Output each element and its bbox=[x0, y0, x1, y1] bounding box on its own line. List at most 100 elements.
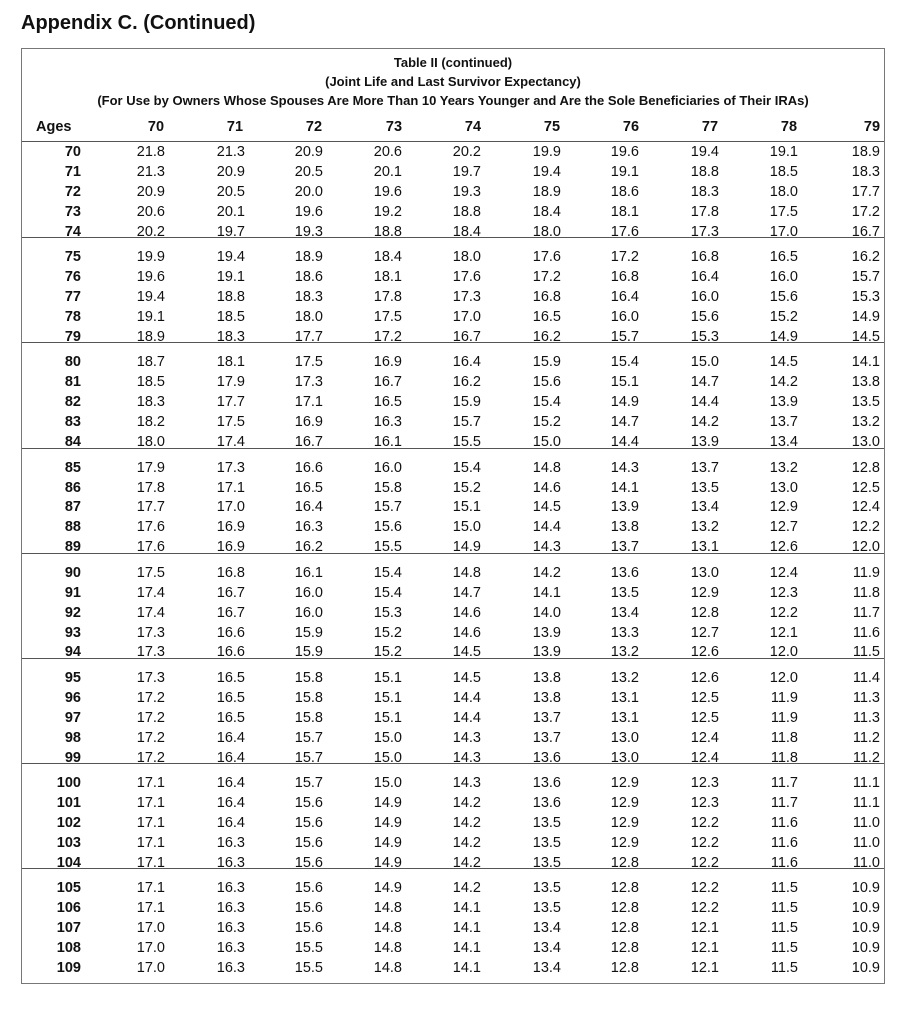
table-cell: 20.2 bbox=[136, 223, 165, 240]
table-cell: 15.6 bbox=[294, 795, 323, 812]
table-cell: 15.1 bbox=[373, 709, 402, 726]
row-age: 77 bbox=[64, 289, 81, 305]
table-cell: 16.9 bbox=[294, 414, 323, 431]
table-cell: 20.9 bbox=[216, 163, 245, 180]
table-cell: 20.9 bbox=[294, 144, 323, 160]
table-cell: 10.9 bbox=[851, 900, 880, 917]
table-cell: 21.3 bbox=[136, 163, 165, 180]
table-cell: 14.6 bbox=[452, 604, 481, 621]
table-cell: 14.8 bbox=[452, 564, 481, 581]
table-cell: 15.0 bbox=[690, 354, 719, 371]
table-cell: 17.2 bbox=[136, 749, 165, 766]
table-cell: 14.9 bbox=[373, 834, 402, 851]
table-cell: 11.0 bbox=[852, 854, 880, 871]
table-cell: 16.3 bbox=[294, 519, 323, 536]
table-cell: 14.8 bbox=[373, 920, 402, 937]
table-cell: 14.4 bbox=[452, 689, 481, 706]
table-cell: 17.1 bbox=[216, 479, 245, 496]
table-cell: 16.3 bbox=[216, 920, 245, 937]
table-cell: 16.0 bbox=[690, 289, 719, 305]
table-cell: 15.0 bbox=[373, 729, 402, 746]
table-cell: 17.7 bbox=[216, 394, 245, 411]
table-cell: 14.9 bbox=[373, 815, 402, 831]
table-cell: 14.9 bbox=[452, 539, 481, 556]
column-header: 76 bbox=[622, 119, 640, 135]
table-cell: 12.9 bbox=[610, 815, 639, 831]
table-cell: 18.0 bbox=[769, 183, 798, 200]
table-cell: 13.8 bbox=[610, 519, 639, 536]
table-cell: 13.2 bbox=[610, 670, 639, 686]
table-cell: 16.3 bbox=[216, 854, 245, 871]
table-cell: 16.5 bbox=[769, 249, 798, 266]
table-cell: 16.1 bbox=[294, 564, 323, 581]
table-cell: 14.7 bbox=[690, 374, 719, 391]
table-caption: (Joint Life and Last Survivor Expectancy… bbox=[325, 74, 581, 89]
row-age: 79 bbox=[64, 328, 81, 345]
table-cell: 19.9 bbox=[532, 144, 561, 160]
table-cell: 10.9 bbox=[851, 880, 880, 897]
table-cell: 18.4 bbox=[532, 203, 561, 220]
table-cell: 16.4 bbox=[216, 749, 245, 766]
table-cell: 11.5 bbox=[852, 644, 880, 661]
table-cell: 17.1 bbox=[136, 854, 165, 871]
table-cell: 18.9 bbox=[294, 249, 323, 266]
row-age: 80 bbox=[64, 354, 81, 371]
table-cell: 20.1 bbox=[216, 203, 245, 220]
table-cell: 15.6 bbox=[294, 900, 323, 917]
group-rule bbox=[22, 342, 884, 344]
table-cell: 18.6 bbox=[610, 183, 639, 200]
table-cell: 15.0 bbox=[452, 519, 481, 536]
table-cell: 12.1 bbox=[690, 920, 719, 937]
table-cell: 18.1 bbox=[610, 203, 639, 220]
table-cell: 13.2 bbox=[690, 519, 719, 536]
table-cell: 18.8 bbox=[690, 163, 719, 180]
table-cell: 11.8 bbox=[770, 729, 798, 746]
table-cell: 12.7 bbox=[690, 624, 719, 641]
row-age: 96 bbox=[64, 689, 81, 706]
table-cell: 16.3 bbox=[216, 940, 245, 957]
table-cell: 16.4 bbox=[452, 354, 481, 371]
table-cell: 15.7 bbox=[610, 328, 639, 345]
table-cell: 11.3 bbox=[852, 689, 880, 706]
table-cell: 17.6 bbox=[532, 249, 561, 266]
table-cell: 15.2 bbox=[452, 479, 481, 496]
table-cell: 20.5 bbox=[294, 163, 323, 180]
table-cell: 15.4 bbox=[610, 354, 639, 371]
table-cell: 18.5 bbox=[136, 374, 165, 391]
table-cell: 12.0 bbox=[769, 670, 798, 686]
table-cell: 13.8 bbox=[532, 689, 561, 706]
table-cell: 12.7 bbox=[769, 519, 798, 536]
table-cell: 12.9 bbox=[769, 499, 798, 516]
table-cell: 19.1 bbox=[610, 163, 639, 180]
table-cell: 14.1 bbox=[851, 354, 880, 371]
table-cell: 15.7 bbox=[851, 269, 880, 286]
table-cell: 21.3 bbox=[216, 144, 245, 160]
table-cell: 17.2 bbox=[610, 249, 639, 266]
table-cell: 14.7 bbox=[452, 584, 481, 601]
table-cell: 16.1 bbox=[373, 434, 402, 450]
table-cell: 11.6 bbox=[852, 624, 880, 641]
table-cell: 12.3 bbox=[690, 795, 719, 812]
table-cell: 16.3 bbox=[373, 414, 402, 431]
table-cell: 17.3 bbox=[136, 624, 165, 641]
table-cell: 13.8 bbox=[851, 374, 880, 391]
table-cell: 12.1 bbox=[769, 624, 798, 641]
row-age: 76 bbox=[64, 269, 81, 286]
table-cell: 13.6 bbox=[532, 775, 561, 792]
table-cell: 13.7 bbox=[690, 459, 719, 476]
table-cell: 17.3 bbox=[690, 223, 719, 240]
table-cell: 17.8 bbox=[136, 479, 165, 496]
table-cell: 19.7 bbox=[452, 163, 481, 180]
table-cell: 19.1 bbox=[136, 308, 165, 325]
table-cell: 11.6 bbox=[770, 834, 798, 851]
table-cell: 11.5 bbox=[770, 940, 798, 957]
table-cell: 11.3 bbox=[852, 709, 880, 726]
table-cell: 18.5 bbox=[216, 308, 245, 325]
table-cell: 17.2 bbox=[136, 689, 165, 706]
table-cell: 11.9 bbox=[770, 709, 798, 726]
table-cell: 16.5 bbox=[373, 394, 402, 411]
group-rule bbox=[22, 552, 884, 554]
table-cell: 14.9 bbox=[610, 394, 639, 411]
column-header: 72 bbox=[305, 119, 323, 135]
table-cell: 13.2 bbox=[769, 459, 798, 476]
